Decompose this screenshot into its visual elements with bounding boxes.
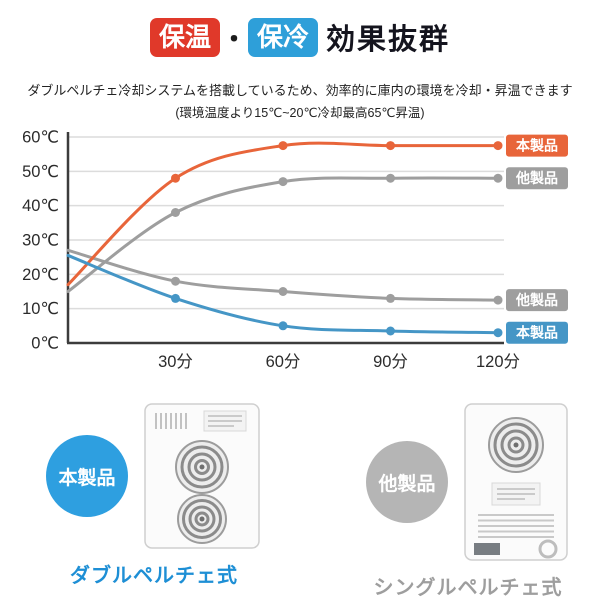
svg-text:本製品: 本製品	[516, 138, 558, 154]
vent-slats-icon	[478, 514, 554, 538]
svg-text:60℃: 60℃	[22, 129, 59, 147]
product-ours-caption: ダブルペルチェ式	[70, 565, 238, 587]
subtitle-line1: ダブルペルチェ冷却システムを搭載しているため、効率的に庫内の環境を冷却・昇温でき…	[27, 83, 573, 98]
svg-text:60分: 60分	[266, 352, 301, 371]
product-ours-group: 本製品	[46, 401, 262, 588]
svg-text:10℃: 10℃	[22, 300, 59, 318]
svg-text:30℃: 30℃	[22, 232, 59, 250]
vent-slats-icon	[155, 413, 187, 429]
fan-grille-icon	[488, 417, 544, 473]
product-ours-badge: 本製品	[46, 435, 128, 517]
svg-text:40℃: 40℃	[22, 197, 59, 215]
temperature-line-chart: 0℃ 10℃ 20℃ 30℃ 40℃ 50℃ 60℃ 30分 60分 90分 120分 他製品 他製品本…	[20, 125, 580, 391]
svg-text:本製品: 本製品	[516, 325, 558, 341]
product-theirs-badge: 他製品	[366, 441, 448, 523]
svg-text:20℃: 20℃	[22, 266, 59, 284]
label-sticker	[491, 482, 541, 506]
title-separator: ・	[220, 23, 247, 54]
product-theirs-caption: シングルペルチェ式	[373, 577, 563, 599]
svg-text:他製品: 他製品	[515, 170, 558, 186]
badge-keep-warm: 保温	[149, 17, 220, 57]
svg-text:90分: 90分	[373, 352, 408, 371]
svg-text:120分: 120分	[476, 352, 520, 371]
dark-sticker-icon	[474, 543, 500, 555]
page-title: 保温・保冷 効果抜群	[0, 0, 600, 64]
subtitle-line2: (環境温度より15℃~20℃冷却最高65℃昇温)	[175, 106, 425, 120]
title-text: 効果抜群	[326, 24, 451, 56]
svg-text:他製品: 他製品	[515, 292, 558, 308]
product-ours-back-image	[144, 403, 260, 549]
fan-grille-icon-bottom	[177, 494, 227, 544]
badge-keep-cold: 保冷	[248, 17, 319, 57]
product-theirs-back-image	[464, 403, 568, 561]
product-comparison: 本製品	[0, 391, 600, 600]
fan-grille-icon-top	[175, 440, 229, 494]
power-cord-icon	[538, 539, 558, 559]
svg-text:0℃: 0℃	[31, 335, 59, 353]
svg-text:50℃: 50℃	[22, 163, 59, 181]
svg-text:30分: 30分	[158, 352, 193, 371]
label-sticker	[203, 410, 247, 432]
product-theirs-group: 他製品	[366, 401, 570, 600]
